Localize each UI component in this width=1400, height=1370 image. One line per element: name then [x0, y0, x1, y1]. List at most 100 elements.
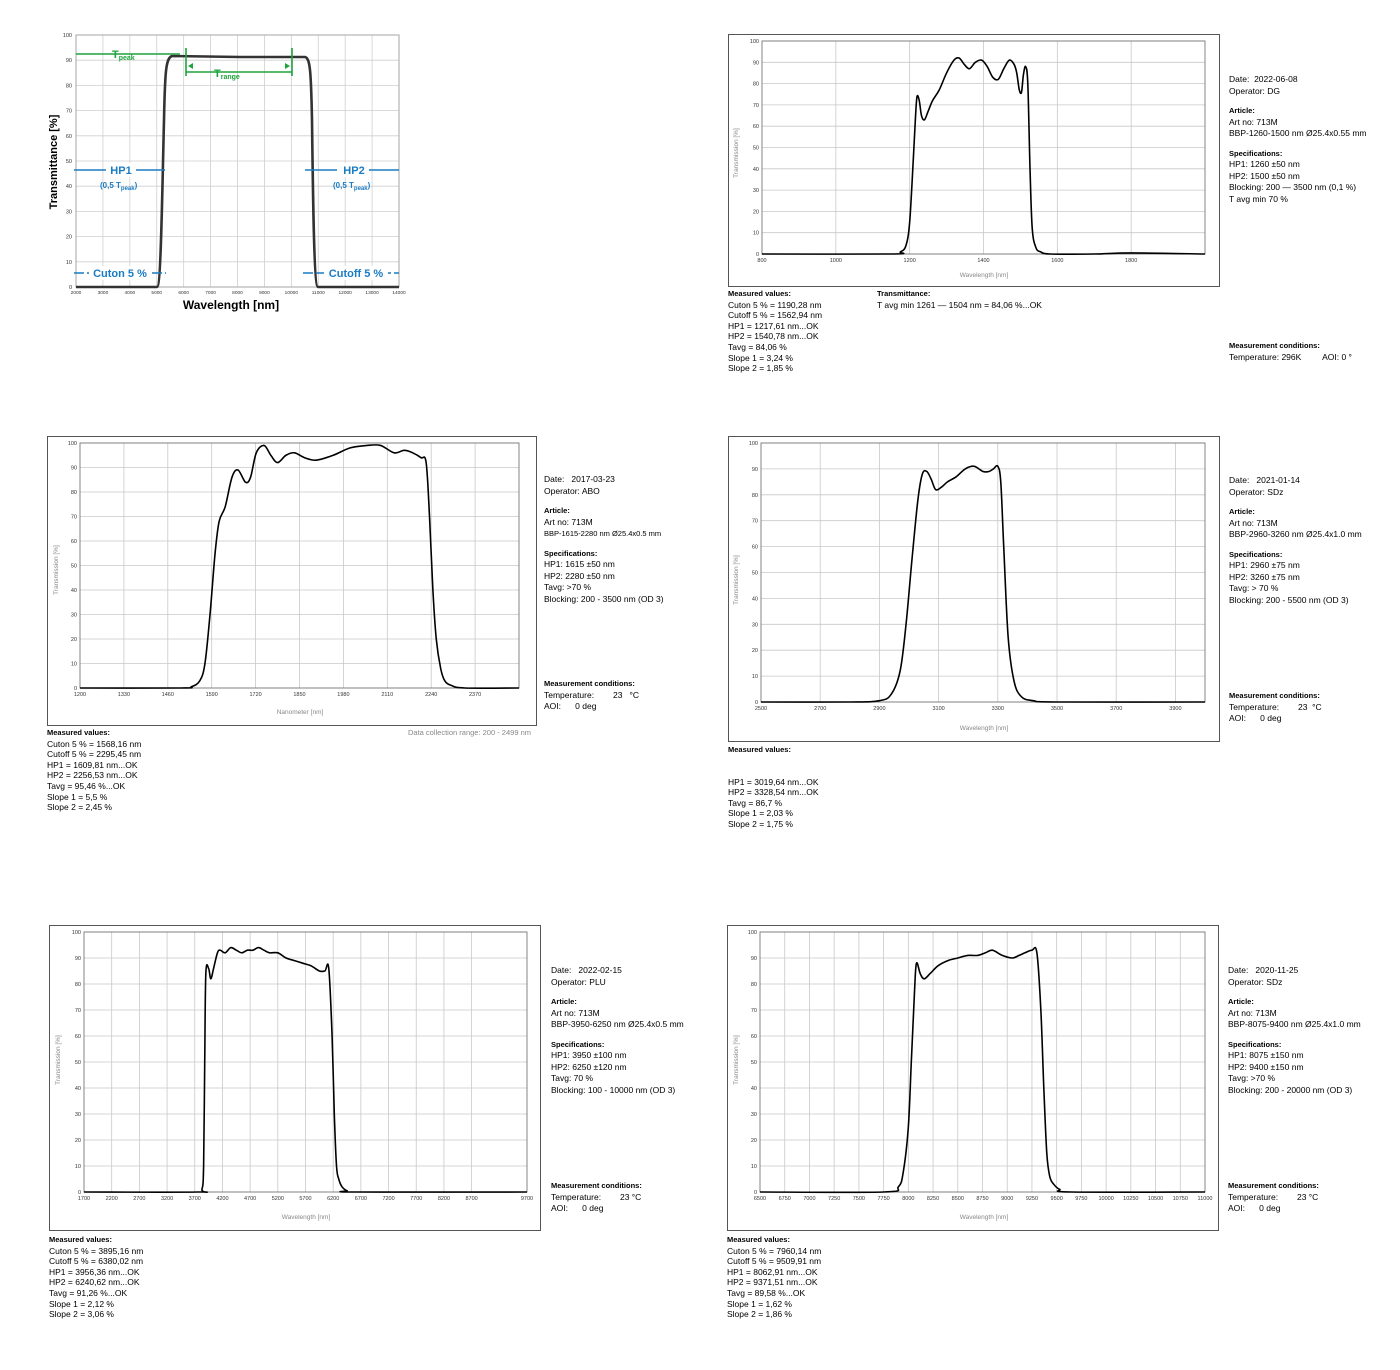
measured-line: HP2 = 9371,51 nm...OK — [727, 1277, 818, 1288]
measured-line: Slope 1 = 1,62 % — [727, 1298, 792, 1309]
operator-line: Operator: SDz — [1228, 976, 1283, 987]
spec-line: Tavg: 70 % — [551, 1073, 594, 1083]
x-tick-label: 1460 — [162, 692, 174, 698]
conditions-header: Measurement conditions: — [544, 679, 635, 688]
y-tick-label: 20 — [71, 637, 77, 643]
date-line: Date: 2022-06-08 — [1229, 74, 1298, 84]
t-range-arrow-left — [188, 63, 193, 69]
x-tick-label: 1330 — [118, 692, 130, 698]
chart-4-plot: 0 10 20 30 40 50 60 70 80 90 100 1700 2200 2700 3200 37… — [55, 930, 533, 1221]
art-no: Art no: 713M — [1228, 1007, 1277, 1018]
x-tick-label: 3700 — [189, 1196, 201, 1202]
x-tick-label: 8500 — [952, 1196, 964, 1202]
temperature-line: Temperature: 23 °C — [1228, 1191, 1319, 1202]
y-tick-label: 30 — [71, 613, 77, 619]
x-tick-label: 5700 — [299, 1196, 311, 1202]
spec-line: T avg min 70 % — [1229, 193, 1288, 204]
x-tick-label: 2700 — [814, 706, 826, 712]
measured-header: Measured values: — [728, 745, 791, 754]
operator-line: Operator: SDz — [1229, 486, 1284, 497]
measured-line: HP2 = 1540,78 nm...OK — [728, 331, 819, 342]
x-tick-label: 6000 — [178, 290, 189, 296]
temperature-line: Temperature: 23 °C — [551, 1191, 642, 1202]
x-tick-label: 10500 — [1148, 1196, 1163, 1202]
y-tick-label: 70 — [71, 515, 77, 521]
spec-line: Blocking: 200 — 3500 nm (0,1 %) — [1229, 182, 1357, 192]
y-tick-label: 60 — [75, 1034, 81, 1040]
y-tick-label: 0 — [754, 1190, 757, 1196]
spec-header: Specifications: — [1229, 549, 1283, 559]
y-tick-label: 60 — [66, 134, 72, 140]
x-tick-label: 8000 — [232, 290, 243, 296]
x-tick-label: 3900 — [1169, 706, 1181, 712]
spec-header: Specifications: — [544, 548, 598, 558]
y-tick-label: 20 — [753, 209, 759, 215]
art-desc: BBP-8075-9400 nm Ø25.4x1.0 mm — [1228, 1019, 1361, 1029]
spec-line: HP1: 8075 ±150 nm — [1228, 1050, 1304, 1060]
measured-line: HP1 = 3956,36 nm...OK — [49, 1266, 140, 1277]
x-tick-label: 5000 — [151, 290, 162, 296]
measured-block-4: Measured values: Cuton 5 % = 3895,16 nm … — [49, 1235, 199, 1320]
chart-2-plot: 0 10 20 30 40 50 60 70 80 90 100 1200 1330 1460 1590 17… — [53, 441, 520, 716]
y-tick-label: 100 — [750, 39, 759, 45]
y-tick-label: 60 — [752, 545, 758, 551]
measured-line: HP1 = 3019,64 nm...OK — [728, 776, 819, 787]
hp2-label: HP2 — [343, 165, 364, 177]
conditions-block-4: Measurement conditions: Temperature: 23 … — [551, 1180, 700, 1215]
x-tick-label: 1000 — [830, 258, 842, 264]
y-tick-label: 80 — [751, 982, 757, 988]
spec-line: Blocking: 200 - 5500 nm (OD 3) — [1229, 594, 1349, 605]
chart-panel-1: 0 10 20 30 40 50 60 70 80 90 100 800 1000 1200 1400 160… — [0, 0, 1400, 380]
y-tick-label: 10 — [752, 674, 758, 680]
x-tick-label: 1720 — [249, 692, 261, 698]
x-tick-label: 7250 — [828, 1196, 840, 1202]
y-tick-label: 20 — [752, 648, 758, 654]
y-axis-label: Transmittance [%] — [48, 114, 60, 209]
x-tick-label: 6200 — [327, 1196, 339, 1202]
y-tick-label: 20 — [751, 1138, 757, 1144]
x-tick-label: 2700 — [133, 1196, 145, 1202]
measured-line: Cuton 5 % = 3895,16 nm — [49, 1245, 144, 1256]
spec-line: HP2: 3260 ±75 nm — [1229, 571, 1300, 582]
measured-block-1: Measured values: Cuton 5 % = 1190,28 nm … — [728, 289, 868, 374]
y-tick-label: 50 — [75, 1060, 81, 1066]
cuton-label: Cuton 5 % — [93, 268, 147, 280]
measured-line: HP2 = 3328,54 nm...OK — [728, 787, 819, 798]
y-axis-label: Transmission [%] — [733, 555, 740, 605]
y-tick-label: 30 — [75, 1112, 81, 1118]
y-tick-label: 40 — [753, 167, 759, 173]
measured-line: HP2 = 6240,62 nm...OK — [49, 1277, 140, 1288]
y-tick-label: 10 — [753, 231, 759, 237]
x-tick-label: 8700 — [466, 1196, 478, 1202]
spec-line: Blocking: 200 - 3500 nm (OD 3) — [544, 593, 664, 604]
plot-area-border — [79, 442, 520, 689]
conditions-header: Measurement conditions: — [551, 1181, 642, 1190]
operator-line: Operator: PLU — [551, 976, 606, 987]
measured-line: Cuton 5 % = 1190,28 nm — [728, 299, 822, 310]
x-tick-label: 7750 — [877, 1196, 889, 1202]
measured-line: Slope 2 = 3,06 % — [49, 1309, 114, 1320]
y-tick-label: 10 — [751, 1164, 757, 1170]
spec-line: HP2: 2280 ±50 nm — [544, 570, 615, 581]
y-tick-label: 70 — [66, 109, 72, 115]
article-header: Article: — [1229, 507, 1255, 516]
y-tick-label: 0 — [755, 700, 758, 706]
y-tick-label: 90 — [66, 58, 72, 64]
measured-line: Cutoff 5 % = 1562,94 nm — [728, 310, 823, 321]
hp1-label-bg — [106, 163, 136, 177]
x-tick-label: 4700 — [244, 1196, 256, 1202]
transmittance-block-1: Transmittance: T avg min 1261 — 1504 nm … — [877, 289, 1097, 310]
spec-line: Blocking: 200 - 20000 nm (OD 3) — [1228, 1084, 1353, 1095]
measured-line: Cutoff 5 % = 6380,02 nm — [49, 1256, 144, 1267]
x-tick-label: 7700 — [410, 1196, 422, 1202]
measured-line: HP1 = 8062,91 nm...OK — [727, 1266, 818, 1277]
measured-line: HP2 = 2256,53 nm...OK — [47, 770, 138, 781]
x-tick-label: 1700 — [78, 1196, 90, 1202]
plot-area-border — [75, 34, 400, 288]
spec-line: HP1: 2960 ±75 nm — [1229, 560, 1300, 570]
y-tick-label: 50 — [66, 159, 72, 165]
art-desc: BBP-3950-6250 nm Ø25.4x0.5 mm — [551, 1019, 684, 1029]
measured-line: Tavg = 84,06 % — [728, 341, 787, 352]
x-tick-label: 2500 — [755, 706, 767, 712]
article-header: Article: — [544, 506, 570, 515]
